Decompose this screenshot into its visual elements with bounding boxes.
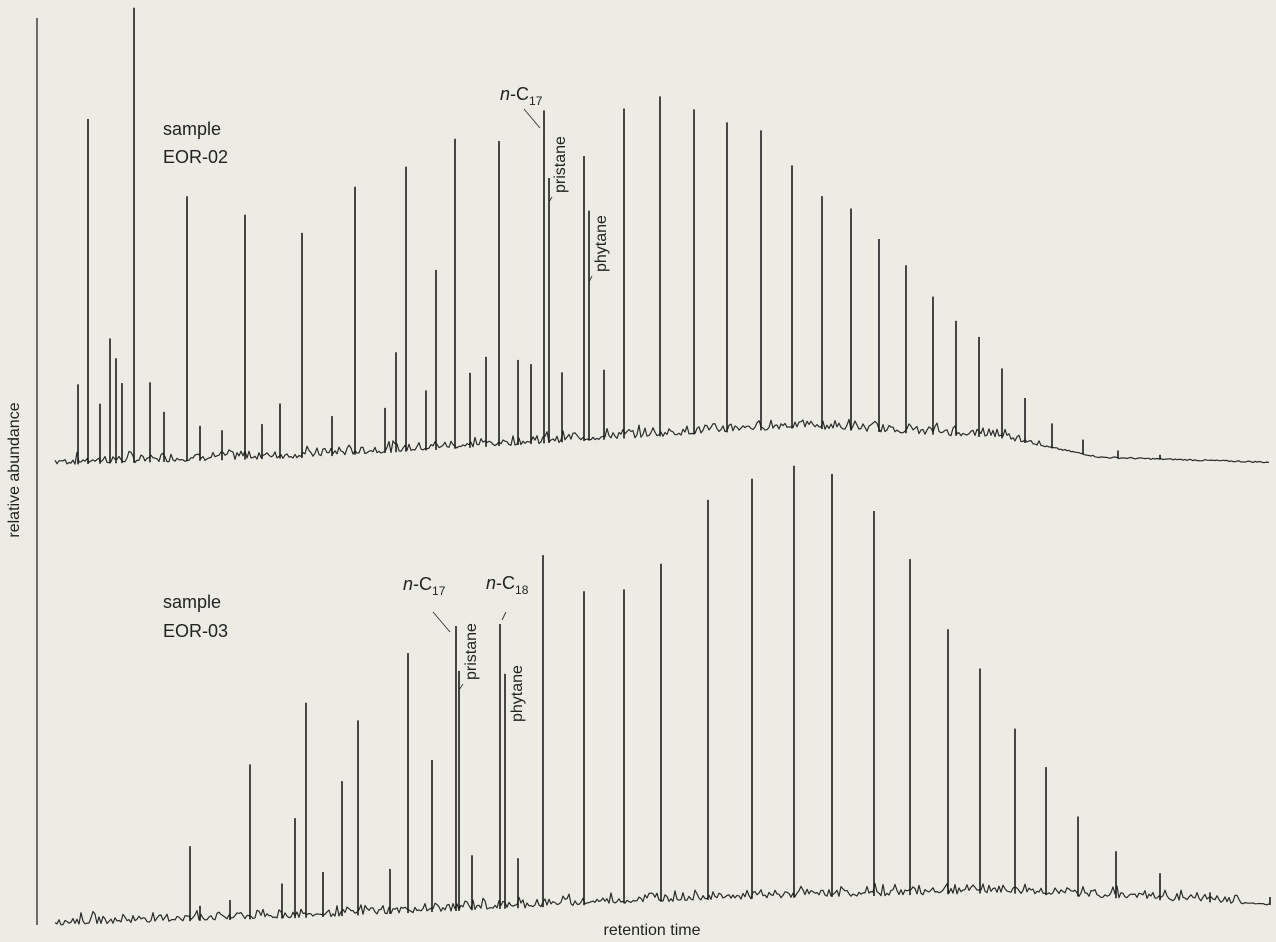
baseline-trace — [54, 883, 1270, 926]
c-base: -C — [413, 574, 432, 594]
peak-label-pristane: pristane — [552, 136, 569, 193]
sample-label-line-2: EOR-02 — [163, 147, 228, 167]
peak-label-phytane: phytane — [593, 215, 610, 272]
leader-phytane — [588, 275, 593, 283]
sample-label-line-1: sample — [163, 119, 221, 139]
leader-n-c17 — [523, 108, 541, 129]
c-subscript: 17 — [432, 584, 446, 598]
leader-pristane — [548, 196, 553, 203]
trace-eor-02 — [54, 7, 1270, 465]
leader-pristane — [458, 683, 464, 691]
n-prefix: n — [500, 84, 510, 104]
trace-eor-03 — [54, 465, 1271, 926]
leader-n-c17 — [432, 611, 451, 633]
c-subscript: 17 — [529, 94, 543, 108]
x-axis-label: retention time — [604, 922, 701, 939]
n-prefix: n — [403, 574, 413, 594]
peak-label-n-c17: n-C17 — [403, 574, 446, 598]
sample-label-line-2: EOR-03 — [163, 621, 228, 641]
peak-label-n-c18: n-C18 — [486, 573, 529, 597]
leader-n-c18 — [501, 611, 507, 621]
c-base: -C — [510, 84, 529, 104]
n-prefix: n — [486, 573, 496, 593]
peak-label-phytane: phytane — [509, 665, 526, 722]
peak-label-pristane: pristane — [463, 623, 480, 680]
baseline-trace — [54, 418, 1270, 465]
sample-label-line-1: sample — [163, 592, 221, 612]
chromatogram-panel-eor-03: sample EOR-03 n-C17 pristane n-C18 phyta… — [54, 465, 1271, 926]
c-subscript: 18 — [515, 583, 529, 597]
c-base: -C — [496, 573, 515, 593]
peak-label-n-c17: n-C17 — [500, 84, 543, 108]
y-axis-label: relative abundance — [6, 402, 23, 537]
chromatogram-panel-eor-02: sample EOR-02 n-C17 pristane phytane — [54, 7, 1270, 465]
